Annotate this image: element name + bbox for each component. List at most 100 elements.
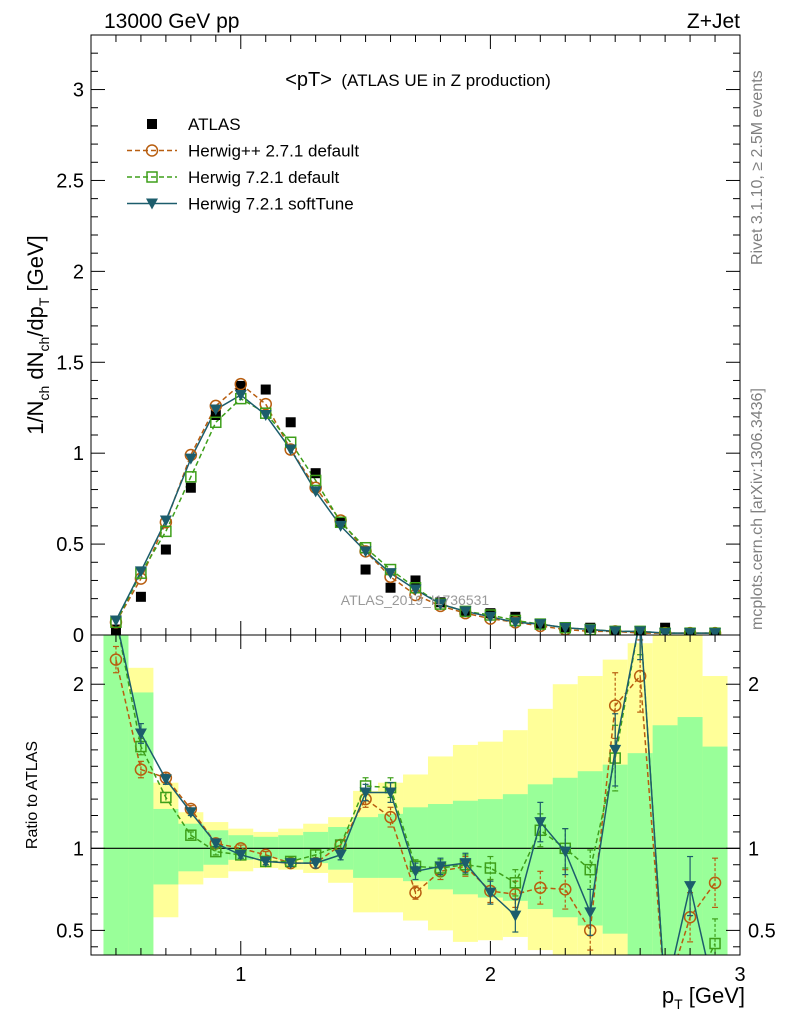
- legend-label-1: Herwig++ 2.7.1 default: [188, 142, 359, 161]
- ylabel-part-f: T: [36, 297, 52, 306]
- ratio-point-series-2: [334, 849, 347, 861]
- ratio-ticks: 0.5 0.5 1 1 2 2 1 2 3: [56, 635, 776, 986]
- ratio-point-series-2: [409, 866, 422, 878]
- ratio-point-series-0: [608, 699, 622, 712]
- ylabel-part-c: dN: [23, 352, 48, 386]
- legend-marker-1: [145, 144, 159, 157]
- main-panel: 0 0.5 1 1.5 2 2.5 3: [56, 34, 741, 647]
- main-title-main: <pT>: [285, 69, 332, 91]
- ratio-point-series-0: [534, 881, 547, 894]
- main-point-series-3: [359, 546, 372, 558]
- main-point-series-0: [360, 564, 371, 575]
- ratio-point-series-0: [708, 876, 722, 890]
- ylabel-part-g: [GeV]: [23, 235, 48, 297]
- ratio-point-series-2: [259, 856, 272, 868]
- ylabel-part-e: /dp: [23, 306, 48, 337]
- main-point-series-3: [309, 486, 322, 498]
- main-point-series-3: [234, 390, 247, 401]
- ratio-point-series-2: [609, 744, 622, 756]
- main-point-series-3: [109, 615, 122, 627]
- main-point-series-3: [509, 617, 522, 629]
- main-title: <pT> (ATLAS UE in Z production): [285, 69, 551, 91]
- ratio-panel-frame: [90, 634, 741, 956]
- main-point-series-3: [534, 619, 547, 631]
- ratio-point-series-2: [534, 817, 547, 829]
- ylabel-part-d: ch: [36, 337, 52, 352]
- legend-label-2: Herwig 7.2.1 default: [188, 168, 339, 187]
- ratio-y-tick-label: 2: [73, 674, 84, 696]
- ratio-point-series-0: [409, 886, 422, 899]
- ratio-point-series-1: [185, 829, 197, 841]
- ratio-point-series-2: [209, 838, 222, 850]
- ylabel-part-a: 1/N: [23, 401, 48, 435]
- ratio-point-series-2: [359, 787, 372, 799]
- main-point-series-3: [334, 520, 347, 532]
- legend: ATLAS Herwig++ 2.7.1 default Herwig 7.2.1 …: [127, 115, 359, 214]
- x-tick-label: 1: [235, 964, 246, 986]
- ratio-point-series-2: [234, 849, 247, 861]
- x-axis-label: pT [GeV]: [662, 983, 745, 1012]
- header-right-label: Z+Jet: [687, 10, 740, 33]
- ratio-point-series-1: [484, 862, 497, 874]
- ratio-point-series-2: [159, 774, 172, 786]
- ratio-point-series-0: [134, 763, 148, 776]
- ratio-y-tick-label: 0.5: [56, 920, 84, 942]
- ratio-data-marks: [109, 614, 722, 955]
- main-point-series-0: [235, 380, 246, 391]
- main-point-series-0: [260, 384, 271, 395]
- main-point-series-3: [484, 611, 497, 623]
- analysis-watermark: ATLAS_2019_I1736531: [341, 592, 490, 608]
- ratio-point-series-0: [109, 653, 123, 666]
- ratio-point-series-1: [635, 614, 645, 624]
- ratio-point-series-2: [434, 861, 447, 873]
- main-y-tick-label: 1: [73, 443, 84, 465]
- main-point-series-2: [309, 474, 322, 487]
- ratio-y-axis-label: Ratio to ATLAS: [24, 741, 41, 849]
- ratio-point-series-0: [559, 883, 572, 896]
- ylabel-part-b: ch: [36, 386, 52, 401]
- xlabel-part-c: [GeV]: [683, 983, 745, 1008]
- main-point-series-1: [259, 397, 272, 411]
- ratio-point-series-2: [584, 907, 597, 919]
- ratio-band-stat: [452, 800, 478, 895]
- ratio-y-tick-label-right: 1: [748, 838, 759, 860]
- main-title-sub: (ATLAS UE in Z production): [341, 71, 550, 90]
- main-point-series-3: [434, 599, 447, 611]
- xlabel-part-b: T: [674, 996, 683, 1012]
- main-point-series-3: [634, 626, 647, 635]
- main-point-series-0: [285, 417, 296, 428]
- ratio-point-series-0: [633, 669, 647, 683]
- ratio-band-stat: [702, 746, 728, 955]
- rivet-version-label: Rivet 3.1.10, ≥ 2.5M events: [749, 70, 766, 265]
- main-y-tick-label: 0.5: [56, 534, 84, 556]
- main-y-ticks: 0 0.5 1 1.5 2 2.5 3: [56, 35, 740, 647]
- xlabel-part-a: p: [662, 983, 674, 1008]
- legend-marker-3: [146, 198, 158, 210]
- ratio-y-tick-label: 1: [73, 838, 84, 860]
- ratio-point-series-1: [509, 877, 522, 889]
- main-point-series-0: [135, 591, 146, 602]
- ratio-point-series-2: [459, 858, 472, 870]
- ratio-panel: 0.5 0.5 1 1 2 2 1 2 3: [56, 614, 776, 986]
- main-point-series-3: [159, 515, 172, 527]
- ratio-point-series-2: [509, 910, 522, 922]
- main-point-series-3: [709, 628, 722, 635]
- main-y-tick-label: 2: [73, 261, 84, 283]
- main-point-series-3: [559, 622, 572, 634]
- legend-label-3: Herwig 7.2.1 softTune: [188, 195, 354, 214]
- main-point-series-3: [584, 624, 597, 635]
- ratio-point-series-2: [684, 881, 697, 893]
- main-point-series-0: [410, 575, 421, 586]
- legend-marker-0: [147, 119, 157, 129]
- ratio-y-tick-label-right: 0.5: [748, 920, 776, 942]
- ratio-band-stat: [627, 753, 653, 955]
- ratio-point-series-1: [709, 937, 721, 950]
- mcplots-source-label: mcplots.cern.ch [arXiv:1306.3436]: [749, 388, 766, 630]
- main-y-tick-label: 0: [73, 625, 84, 647]
- ratio-band-stat: [353, 817, 379, 878]
- main-y-tick-label: 2.5: [56, 170, 84, 192]
- ratio-point-series-2: [309, 858, 322, 870]
- legend-label-0: ATLAS: [188, 115, 241, 134]
- ratio-band-stat: [103, 635, 129, 955]
